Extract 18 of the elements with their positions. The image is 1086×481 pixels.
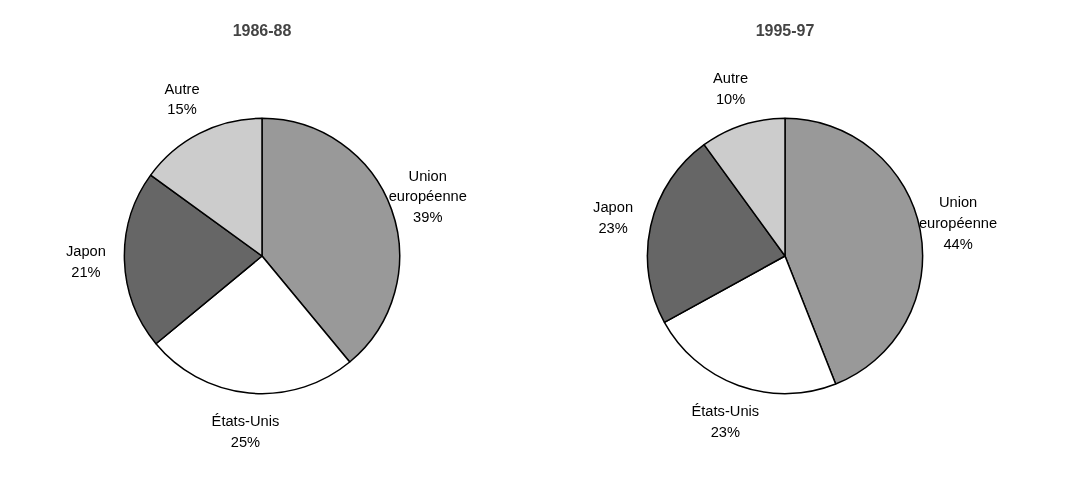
data-label: 25% <box>230 433 261 450</box>
slice-label: États-Unis <box>691 403 760 420</box>
data-label: 15% <box>167 101 197 118</box>
data-label: 10% <box>715 90 746 107</box>
data-label: 39% <box>413 209 443 226</box>
data-label: 23% <box>598 219 628 236</box>
data-label: 23% <box>710 424 740 441</box>
slice-label: Japon <box>65 243 106 260</box>
slice-label: Union européenne <box>918 194 998 231</box>
data-label: 21% <box>71 263 101 280</box>
chart-title: 1995-97 <box>755 21 815 39</box>
slice-label: Japon <box>593 199 634 216</box>
slice-label: Union européenne <box>388 167 467 205</box>
data-label: 44% <box>943 235 973 252</box>
chart-title: 1986-88 <box>232 21 292 39</box>
slice-label: Autre <box>713 70 749 87</box>
slice-label: États-Unis <box>211 412 280 429</box>
slice-label: Autre <box>164 80 200 97</box>
